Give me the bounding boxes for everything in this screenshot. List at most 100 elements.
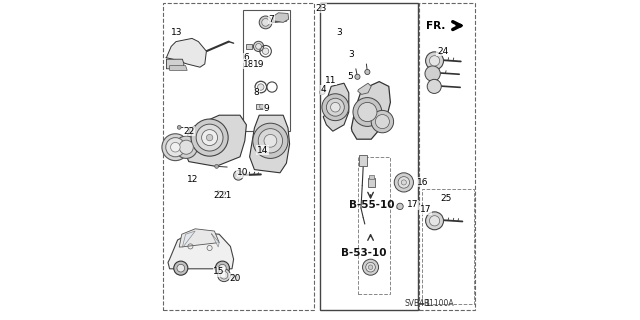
Text: 9: 9	[264, 104, 269, 113]
Circle shape	[177, 125, 181, 129]
Text: 24: 24	[437, 47, 448, 56]
Circle shape	[398, 177, 410, 188]
Polygon shape	[182, 231, 195, 247]
Circle shape	[262, 48, 269, 54]
Circle shape	[232, 275, 238, 281]
Circle shape	[260, 104, 264, 109]
Bar	[358, 157, 390, 294]
Text: 17: 17	[420, 205, 431, 214]
Text: 10: 10	[237, 168, 248, 177]
Circle shape	[258, 84, 264, 90]
Text: 3: 3	[337, 28, 342, 36]
Circle shape	[397, 203, 403, 210]
Circle shape	[331, 102, 340, 112]
Text: 21: 21	[220, 191, 231, 200]
Circle shape	[234, 171, 243, 180]
Bar	[369, 175, 374, 179]
Bar	[419, 3, 476, 310]
Bar	[368, 178, 375, 187]
Text: 19: 19	[253, 60, 264, 68]
Circle shape	[253, 123, 288, 158]
Text: 4: 4	[321, 85, 326, 94]
Bar	[243, 10, 290, 131]
Text: SVB4B1100A: SVB4B1100A	[404, 299, 454, 308]
Circle shape	[218, 269, 230, 282]
Circle shape	[175, 136, 197, 158]
Text: B-53-10: B-53-10	[341, 248, 387, 258]
Circle shape	[258, 129, 283, 153]
Text: B-55-10: B-55-10	[349, 200, 394, 210]
Circle shape	[326, 98, 344, 116]
Circle shape	[394, 173, 413, 192]
Circle shape	[322, 94, 349, 121]
Circle shape	[191, 119, 228, 156]
Circle shape	[365, 69, 370, 75]
Circle shape	[170, 142, 180, 152]
Bar	[256, 104, 264, 109]
Text: 15: 15	[214, 268, 225, 276]
Text: 12: 12	[187, 175, 198, 184]
Circle shape	[253, 41, 264, 52]
Bar	[163, 3, 314, 310]
Text: 5: 5	[347, 72, 353, 81]
Circle shape	[219, 264, 227, 272]
Circle shape	[202, 130, 218, 146]
Text: 16: 16	[417, 178, 428, 187]
Polygon shape	[211, 234, 219, 247]
Circle shape	[264, 134, 276, 147]
Polygon shape	[170, 66, 187, 70]
Circle shape	[429, 216, 440, 226]
Circle shape	[259, 16, 272, 29]
Circle shape	[358, 102, 377, 122]
Bar	[320, 3, 417, 310]
Circle shape	[162, 134, 189, 161]
Text: 23: 23	[316, 4, 327, 12]
Polygon shape	[179, 229, 219, 247]
Polygon shape	[166, 59, 184, 69]
Circle shape	[320, 89, 325, 94]
Circle shape	[177, 264, 185, 272]
Circle shape	[375, 115, 390, 129]
Circle shape	[355, 74, 360, 79]
Bar	[422, 189, 474, 304]
Circle shape	[196, 124, 223, 151]
Circle shape	[206, 134, 212, 141]
Bar	[360, 155, 367, 166]
Text: 11: 11	[326, 76, 337, 84]
Text: 18: 18	[243, 60, 254, 68]
Circle shape	[179, 140, 193, 154]
Circle shape	[401, 180, 406, 185]
Text: 17: 17	[407, 200, 419, 209]
Circle shape	[429, 56, 440, 66]
Text: FR.: FR.	[426, 20, 445, 31]
Polygon shape	[274, 13, 289, 22]
Bar	[246, 44, 252, 49]
Text: 3: 3	[348, 50, 354, 59]
Circle shape	[428, 79, 442, 93]
Circle shape	[262, 19, 269, 26]
Circle shape	[426, 52, 444, 70]
Circle shape	[362, 259, 379, 275]
Text: 25: 25	[440, 194, 451, 203]
Text: 1: 1	[425, 300, 430, 308]
Polygon shape	[184, 115, 246, 166]
Circle shape	[366, 262, 376, 272]
Text: 6: 6	[243, 53, 248, 62]
Text: 7: 7	[269, 15, 274, 24]
Circle shape	[215, 164, 218, 168]
Polygon shape	[323, 83, 349, 131]
Text: 8: 8	[253, 88, 259, 97]
Circle shape	[166, 138, 185, 157]
Circle shape	[174, 261, 188, 275]
Polygon shape	[166, 38, 206, 67]
Circle shape	[256, 44, 262, 49]
Circle shape	[426, 212, 444, 230]
Circle shape	[368, 265, 372, 269]
Text: 20: 20	[229, 274, 241, 283]
Polygon shape	[250, 115, 290, 173]
Text: 14: 14	[257, 146, 268, 155]
Text: 22: 22	[183, 127, 195, 136]
Polygon shape	[358, 83, 371, 94]
Text: 13: 13	[171, 28, 182, 36]
Circle shape	[215, 261, 230, 275]
